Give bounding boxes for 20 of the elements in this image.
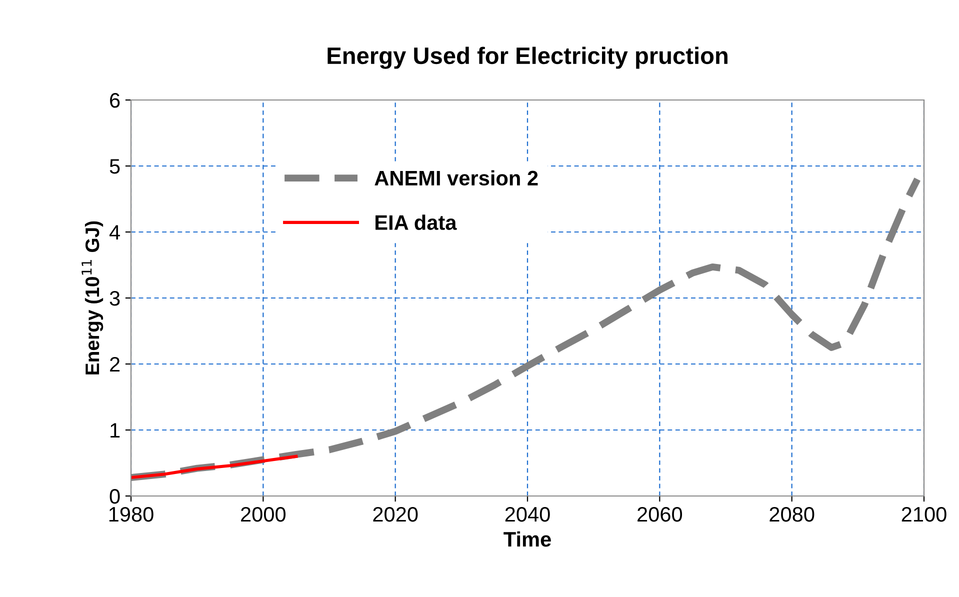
- legend-label: EIA data: [376, 214, 457, 230]
- y-tick-label: 3: [110, 291, 120, 306]
- x-tick-label: 2040: [505, 506, 550, 522]
- y-axis-title: Energy (10$^{11}$ GJ): [82, 221, 104, 374]
- y-tick-label: 4: [109, 225, 120, 240]
- x-tick-label: 2060: [638, 506, 682, 522]
- x-tick-label: 2100: [902, 506, 946, 522]
- x-tick-label: 2020: [373, 506, 418, 522]
- legend-label: ANEMI version 2: [374, 170, 538, 186]
- y-tick-label: 1: [110, 423, 120, 438]
- x-tick-label: 2080: [770, 506, 814, 522]
- x-tick-label: 2000: [241, 506, 286, 522]
- line-series: [131, 454, 298, 480]
- y-tick-label: 6: [110, 93, 120, 108]
- x-axis-title: Time: [504, 531, 551, 547]
- y-tick-label: 2: [110, 357, 120, 372]
- y-tick-label: 5: [110, 159, 120, 174]
- x-tick-label: 1980: [109, 506, 154, 522]
- y-tick-label: 0: [110, 489, 120, 504]
- chart-title: Energy Used for Electricity pruction: [328, 46, 728, 69]
